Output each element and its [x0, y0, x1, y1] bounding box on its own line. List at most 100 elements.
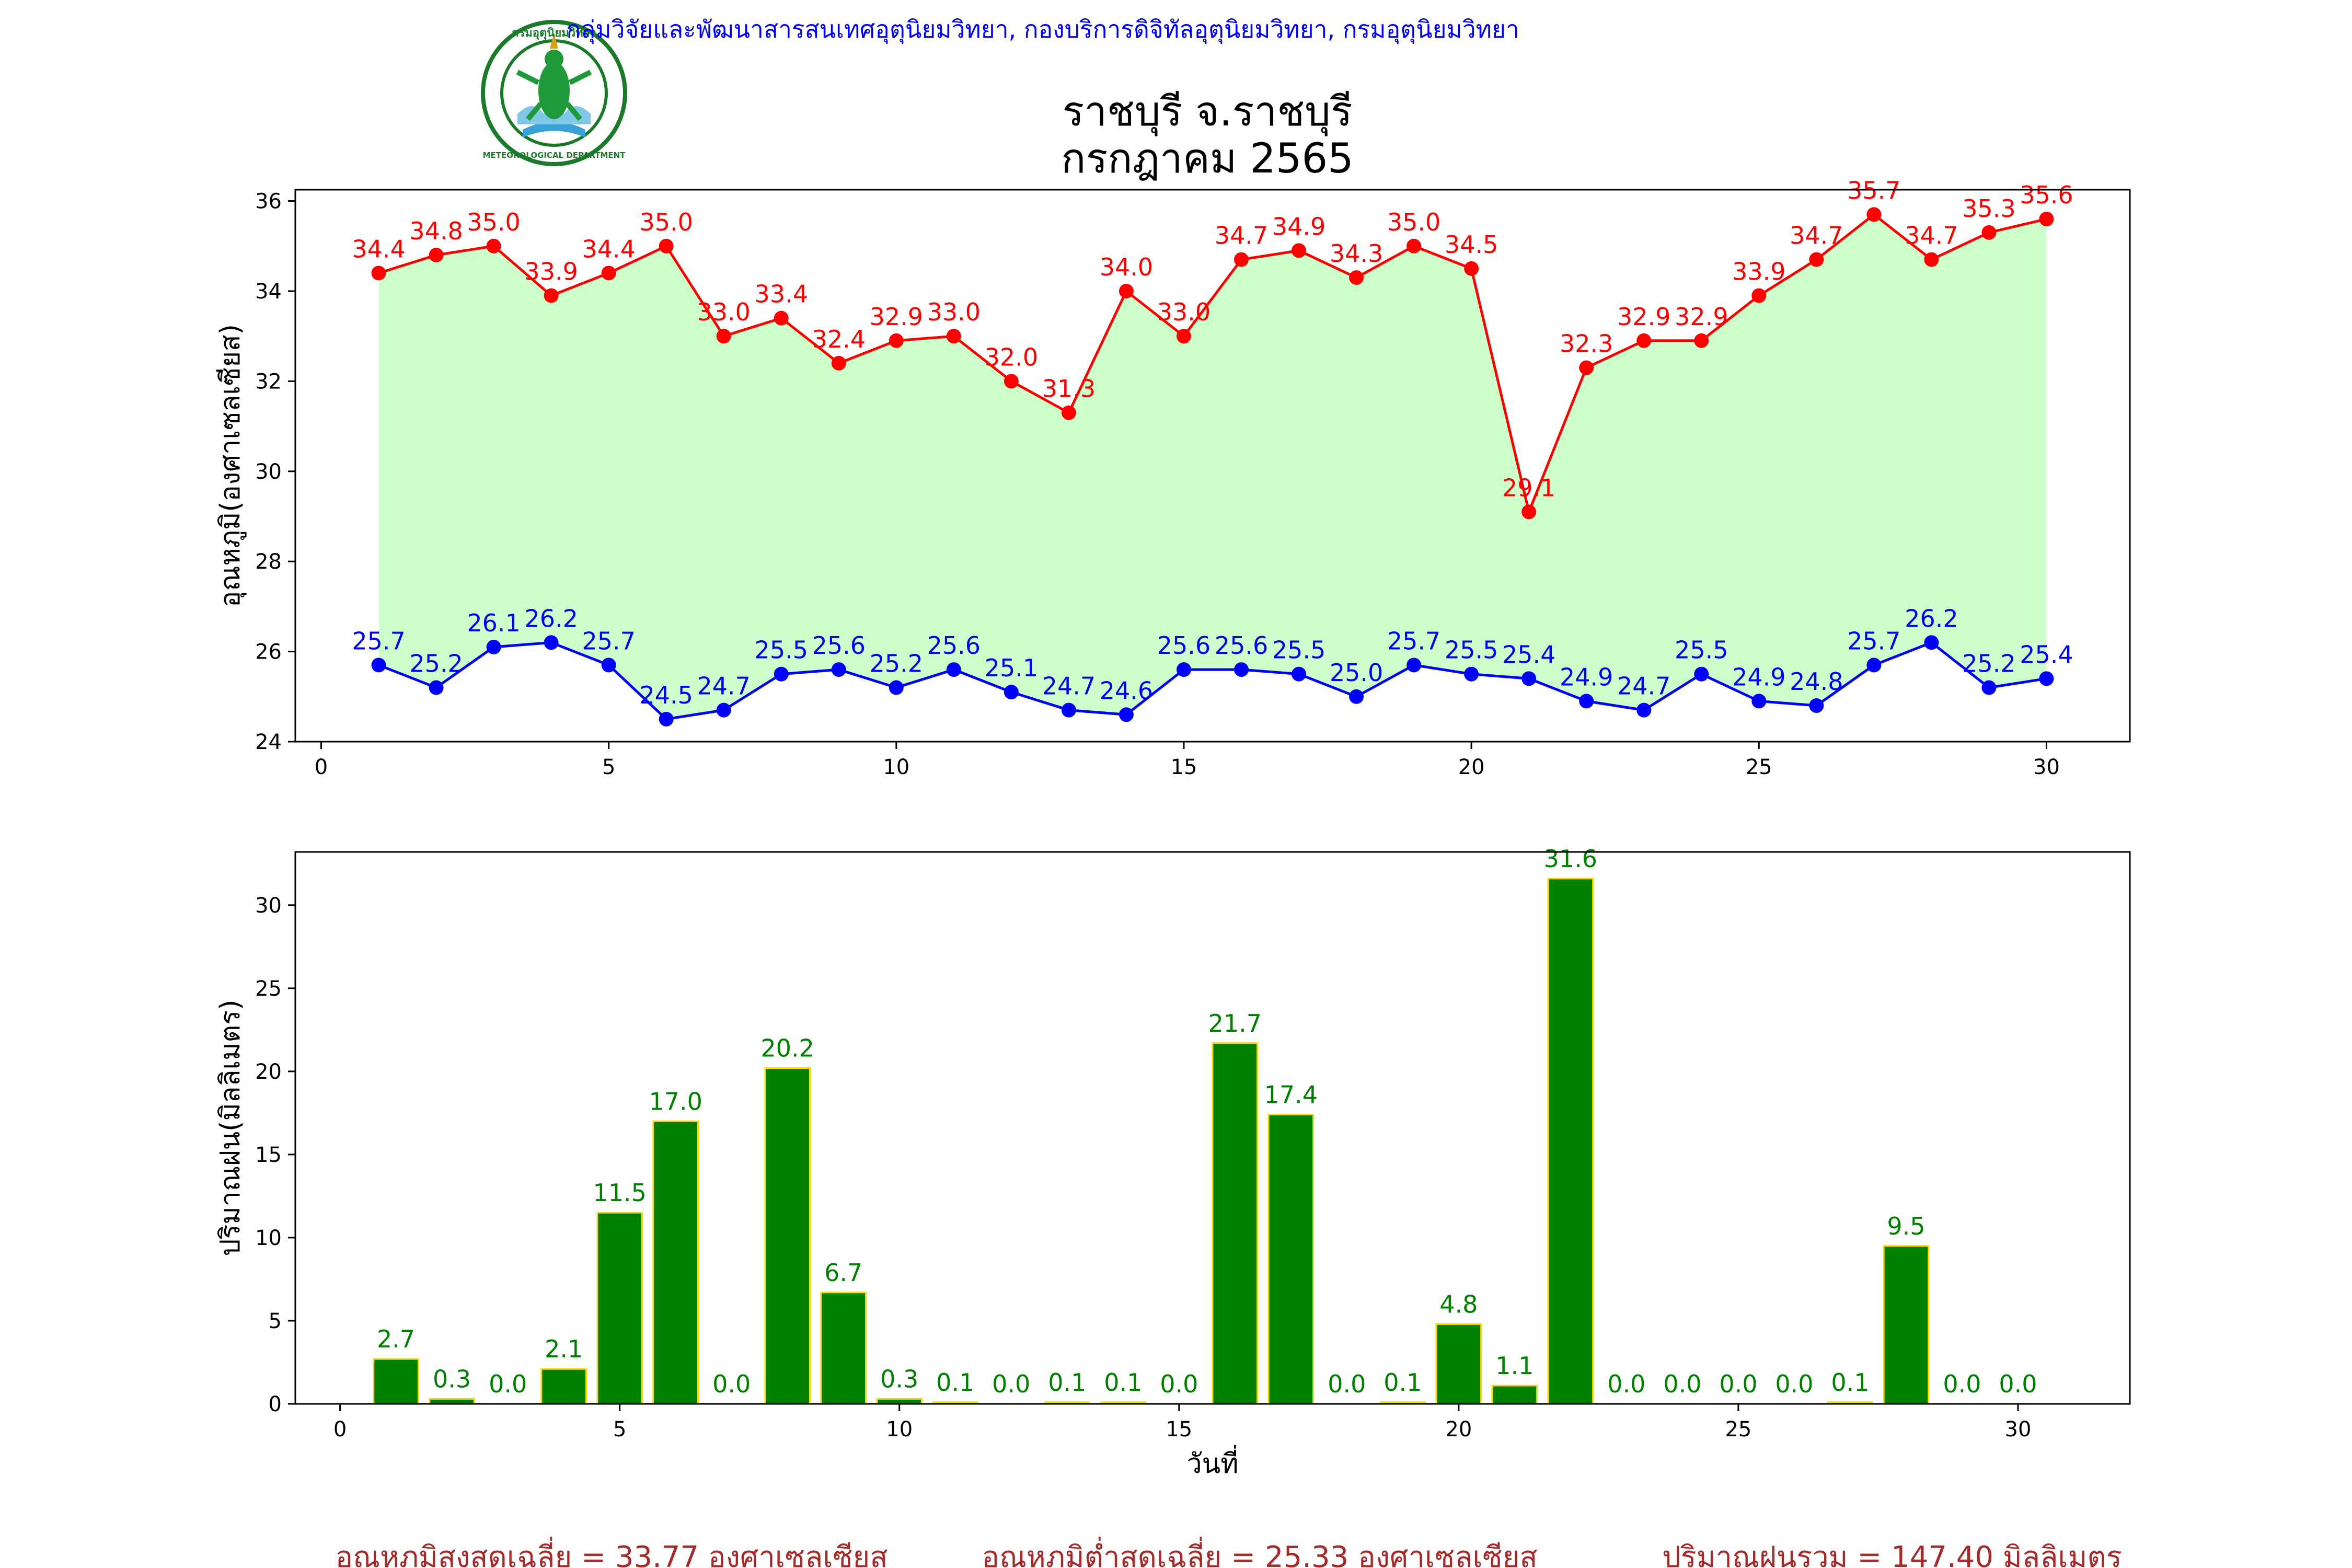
temperature-min-point [486, 639, 501, 654]
temperature-max-label: 33.0 [697, 298, 751, 326]
logo: กรมอุตุนิยมวิทยา METEOROLOGICAL DEPARTME… [481, 20, 627, 166]
rainfall-bar-label: 0.0 [1719, 1370, 1757, 1398]
rainfall-bar [1212, 1042, 1259, 1405]
temperature-min-label: 25.5 [1272, 636, 1325, 664]
rainfall-ytick-label: 5 [269, 1309, 282, 1333]
temperature-max-label: 34.4 [582, 235, 635, 263]
temperature-min-point [1119, 707, 1134, 722]
temperature-ytick-label: 30 [255, 460, 282, 484]
rainfall-bar [652, 1120, 699, 1405]
temperature-min-point [1694, 666, 1709, 682]
temperature-min-point [2039, 671, 2054, 686]
rainfall-bar [820, 1292, 867, 1405]
temperature-min-point [1176, 662, 1191, 677]
temperature-min-label: 25.2 [870, 650, 923, 678]
temperature-max-label: 33.0 [1157, 298, 1210, 326]
temperature-min-label: 25.4 [2020, 640, 2073, 668]
logo-text-bottom: METEOROLOGICAL DEPARTMENT [483, 151, 626, 160]
temperature-min-label: 24.7 [697, 672, 751, 700]
rainfall-xtick-label: 25 [1725, 1417, 1751, 1442]
temperature-max-label: 33.9 [524, 258, 578, 286]
temperature-max-label: 35.0 [1387, 208, 1440, 236]
temperature-min-label: 24.7 [1617, 672, 1670, 700]
temperature-max-point [659, 238, 674, 253]
footer-rain-total: ปริมาณฝนรวม = 147.40 มิลลิเมตร [1662, 1540, 2122, 1568]
temperature-max-point [1176, 329, 1191, 344]
temperature-min-point [1464, 666, 1479, 682]
temperature-min-point [1751, 694, 1767, 709]
rainfall-chart: 0 5 10 15 20 25 30 0 5 10 15 20 25 30 2.7 0.3 0.0 2.1 11.… [215, 845, 2131, 1480]
temperature-min-point [1521, 671, 1537, 686]
rainfall-bar-label: 21.7 [1208, 1009, 1262, 1037]
footer-avg-min: อุณหภูมิต่ำสุดเฉลี่ย = 25.33 องศาเซลเซีย… [982, 1537, 1537, 1568]
temperature-max-point [1866, 207, 1882, 222]
temperature-max-label: 34.7 [1905, 222, 1958, 250]
rainfall-bar-label: 0.1 [1831, 1368, 1869, 1397]
temperature-min-label: 25.6 [1157, 631, 1210, 660]
rainfall-bar-label: 0.0 [1160, 1370, 1198, 1398]
temperature-min-point [659, 711, 674, 727]
temperature-max-point [946, 329, 961, 344]
temperature-max-label: 34.7 [1790, 222, 1843, 250]
temperature-max-point [1234, 252, 1249, 267]
rainfall-bar-label: 17.0 [649, 1087, 702, 1115]
temperature-max-point [774, 310, 789, 326]
rainfall-bar-label: 0.0 [1663, 1370, 1701, 1398]
rainfall-bar-label: 6.7 [824, 1259, 862, 1287]
rainfall-bar-label: 20.2 [760, 1034, 814, 1062]
temperature-max-label: 35.3 [1962, 194, 2015, 223]
rainfall-bar-label: 17.4 [1264, 1081, 1318, 1109]
temperature-ytick-label: 34 [255, 280, 282, 304]
temperature-max-point [716, 329, 731, 344]
rainfall-bar-label: 0.1 [1048, 1368, 1086, 1397]
temperature-min-label: 25.4 [1502, 640, 1555, 668]
rainfall-bar-label: 0.0 [992, 1370, 1030, 1398]
temperature-min-label: 25.6 [927, 631, 981, 660]
temperature-ytick-label: 32 [255, 370, 282, 394]
temperature-min-point [1349, 689, 1364, 704]
rainfall-ytick-label: 10 [255, 1226, 282, 1250]
rainfall-bar-label: 0.1 [1383, 1368, 1422, 1397]
temperature-min-point [429, 680, 444, 695]
temperature-max-label: 29.1 [1502, 474, 1555, 502]
temperature-min-point [1292, 666, 1307, 682]
rainfall-bar [1491, 1385, 1538, 1405]
temperature-max-point [1924, 252, 1939, 267]
temperature-max-label: 34.0 [1100, 253, 1153, 281]
temperature-max-label: 33.4 [755, 280, 808, 308]
temperature-max-point [1061, 405, 1076, 420]
temperature-min-label: 25.1 [985, 654, 1038, 682]
rainfall-ytick-label: 20 [255, 1060, 282, 1084]
rainfall-xtick-label: 30 [2005, 1417, 2032, 1442]
temperature-max-point [2039, 212, 2054, 227]
temperature-max-point [1406, 238, 1422, 253]
footer-avg-max: อุณหภูมิสูงสุดเฉลี่ย = 33.77 องศาเซลเซีย… [335, 1537, 887, 1568]
temperature-range-fill [378, 214, 2047, 719]
chart-title-month: กรกฎาคม 2565 [1061, 135, 1353, 182]
rainfall-bar [596, 1212, 643, 1405]
temperature-min-label: 24.9 [1732, 663, 1785, 691]
temperature-max-label: 32.0 [985, 343, 1038, 371]
temperature-min-point [601, 658, 616, 673]
temperature-min-line [378, 641, 2047, 721]
temperature-xtick-label: 10 [883, 755, 909, 779]
rainfall-bar-label: 9.5 [1887, 1212, 1925, 1240]
temperature-max-point [1464, 261, 1479, 276]
temperature-max-label: 32.4 [812, 325, 866, 353]
temperature-min-label: 25.5 [1445, 636, 1498, 664]
temperature-min-point [1004, 685, 1019, 700]
temperature-min-point [774, 666, 789, 682]
rainfall-bar-label: 0.0 [1328, 1370, 1366, 1398]
rainfall-xtick-label: 15 [1166, 1417, 1192, 1442]
temperature-max-point [486, 238, 501, 253]
rainfall-bar-label: 31.6 [1544, 845, 1597, 873]
rainfall-bar-label: 4.8 [1439, 1290, 1478, 1318]
temperature-min-point [946, 662, 961, 677]
temperature-xtick-label: 15 [1171, 755, 1197, 779]
temperature-max-label: 34.3 [1330, 239, 1383, 268]
temperature-min-label: 25.7 [582, 627, 635, 655]
temperature-max-label: 34.7 [1215, 222, 1268, 250]
temperature-max-label: 33.0 [927, 298, 981, 326]
temperature-min-label: 25.5 [1675, 636, 1728, 664]
temperature-max-point [371, 266, 386, 281]
